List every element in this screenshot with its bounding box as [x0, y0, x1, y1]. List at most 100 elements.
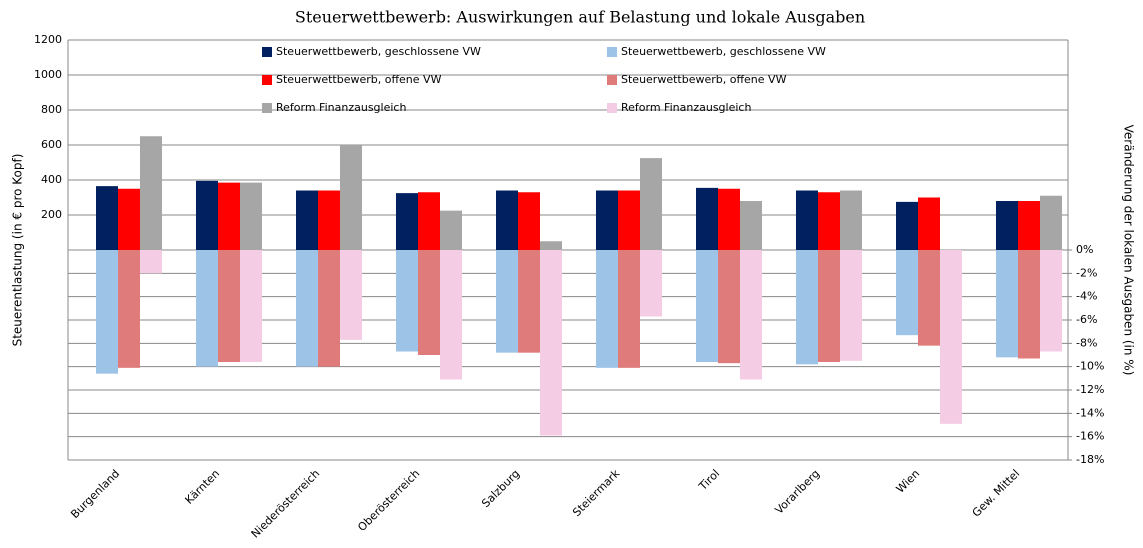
- bar: [440, 250, 462, 380]
- bar: [796, 190, 818, 250]
- bar: [440, 210, 462, 250]
- bar: [196, 250, 218, 367]
- bar: [718, 250, 740, 364]
- legend-swatch: [607, 47, 617, 57]
- x-tick-label: Wien: [894, 467, 923, 496]
- x-tick-label: Kärnten: [183, 467, 223, 507]
- bar: [218, 250, 240, 362]
- y2-tick-label: -2%: [1076, 266, 1097, 279]
- bar: [596, 250, 618, 368]
- bar: [518, 250, 540, 353]
- bar: [96, 186, 118, 250]
- bar: [640, 158, 662, 250]
- bar: [996, 201, 1018, 250]
- legend-swatch: [262, 47, 272, 57]
- bar: [540, 250, 562, 436]
- bar: [418, 250, 440, 355]
- y-axis-title: Steuerentlastung (in € pro Kopf): [11, 154, 25, 347]
- y2-tick-label: -10%: [1076, 360, 1104, 373]
- bar: [618, 190, 640, 250]
- x-tick-label: Tirol: [696, 467, 723, 494]
- legend-label: Steuerwettbewerb, offene VW: [621, 73, 787, 86]
- bar: [240, 182, 262, 250]
- legend-label: Reform Finanzausgleich: [621, 101, 751, 114]
- y2-axis-title: Veränderung der lokalen Ausgaben (in %): [1122, 125, 1136, 376]
- bar: [840, 190, 862, 250]
- bar: [340, 145, 362, 250]
- legend-label: Reform Finanzausgleich: [276, 101, 406, 114]
- bar: [796, 250, 818, 365]
- y2-tick-label: -6%: [1076, 313, 1097, 326]
- bar: [396, 250, 418, 352]
- bar: [396, 193, 418, 250]
- y-tick-label: 1000: [34, 68, 62, 81]
- bar: [740, 201, 762, 250]
- x-tick-label: Vorarlberg: [773, 467, 823, 517]
- bar: [696, 187, 718, 250]
- legend-swatch: [607, 75, 617, 85]
- bar: [918, 250, 940, 346]
- y-tick-label: 1200: [34, 33, 62, 46]
- bar: [318, 250, 340, 367]
- legend-label: Steuerwettbewerb, geschlossene VW: [621, 45, 826, 58]
- legend-swatch: [262, 103, 272, 113]
- bar: [840, 250, 862, 361]
- x-tick-label: Salzburg: [479, 467, 522, 510]
- bar: [140, 250, 162, 274]
- bar: [296, 190, 318, 250]
- y-tick-label: 600: [41, 138, 62, 151]
- y2-tick-label: -8%: [1076, 336, 1097, 349]
- bar: [1040, 195, 1062, 250]
- bar: [1040, 250, 1062, 352]
- y2-tick-label: 0%: [1076, 243, 1093, 256]
- x-tick-label: Steiermark: [570, 467, 622, 519]
- bar: [918, 197, 940, 250]
- y2-tick-label: -18%: [1076, 453, 1104, 466]
- bar: [718, 188, 740, 250]
- bar: [940, 250, 962, 424]
- y2-tick-label: -12%: [1076, 383, 1104, 396]
- y2-tick-label: -14%: [1076, 406, 1104, 419]
- bar: [1018, 201, 1040, 250]
- bar: [896, 201, 918, 250]
- bar: [896, 250, 918, 336]
- bar: [418, 192, 440, 250]
- x-tick-label: Burgenland: [68, 467, 122, 521]
- bar: [140, 136, 162, 250]
- y2-tick-label: -4%: [1076, 290, 1097, 303]
- x-tick-label: Gew. Mittel: [970, 467, 1023, 520]
- bar: [118, 188, 140, 250]
- y-tick-label: 400: [41, 173, 62, 186]
- chart-title: Steuerwettbewerb: Auswirkungen auf Belas…: [295, 8, 865, 27]
- bar: [618, 250, 640, 368]
- legend-label: Steuerwettbewerb, geschlossene VW: [276, 45, 481, 58]
- bar: [740, 250, 762, 380]
- bar: [196, 180, 218, 250]
- y-tick-label: 200: [41, 208, 62, 221]
- bar: [240, 250, 262, 362]
- legend-swatch: [262, 75, 272, 85]
- bar: [318, 190, 340, 250]
- x-tick-label: Oberösterreich: [355, 467, 422, 534]
- bar: [640, 250, 662, 317]
- bar: [340, 250, 362, 340]
- y2-tick-label: -16%: [1076, 430, 1104, 443]
- bar: [118, 250, 140, 368]
- bar: [540, 241, 562, 250]
- y-tick-label: 800: [41, 103, 62, 116]
- bar: [996, 250, 1018, 358]
- legend-swatch: [607, 103, 617, 113]
- bar: [496, 250, 518, 353]
- bar: [518, 192, 540, 250]
- legend-label: Steuerwettbewerb, offene VW: [276, 73, 442, 86]
- bar: [696, 250, 718, 362]
- bar: [1018, 250, 1040, 359]
- bar: [96, 250, 118, 374]
- x-tick-label: Niederösterreich: [249, 467, 323, 541]
- bar: [496, 190, 518, 250]
- bar: [218, 182, 240, 250]
- bar: [818, 250, 840, 362]
- bar: [296, 250, 318, 367]
- bar: [818, 192, 840, 250]
